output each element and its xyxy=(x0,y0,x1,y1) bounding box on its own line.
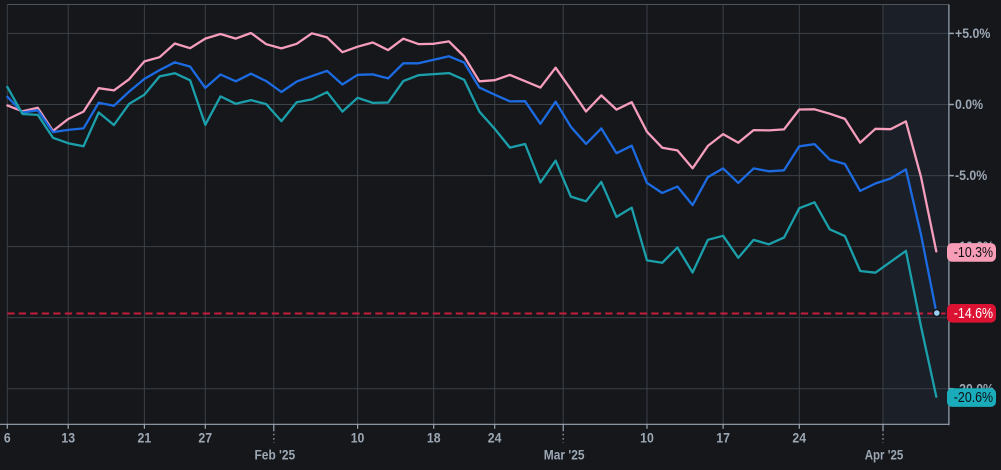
svg-text:Feb '25: Feb '25 xyxy=(255,447,296,463)
svg-text:-5.0%: -5.0% xyxy=(955,167,988,183)
svg-text:24: 24 xyxy=(792,430,806,446)
svg-text:10: 10 xyxy=(351,430,365,446)
svg-text:27: 27 xyxy=(198,430,212,446)
svg-text:10: 10 xyxy=(640,430,654,446)
svg-text:-10.3%: -10.3% xyxy=(954,245,993,261)
svg-text:17: 17 xyxy=(716,430,730,446)
svg-text:21: 21 xyxy=(138,430,152,446)
svg-text:-20.6%: -20.6% xyxy=(954,390,993,406)
svg-text:24: 24 xyxy=(488,430,502,446)
svg-text:Mar '25: Mar '25 xyxy=(544,447,585,463)
svg-text:18: 18 xyxy=(427,430,441,446)
svg-text:+5.0%: +5.0% xyxy=(955,25,991,41)
svg-text:Apr '25: Apr '25 xyxy=(865,447,904,463)
svg-text:6: 6 xyxy=(4,430,11,446)
svg-text:0.0%: 0.0% xyxy=(955,96,984,112)
svg-text:-14.6%: -14.6% xyxy=(954,306,993,322)
svg-text:13: 13 xyxy=(61,430,75,446)
